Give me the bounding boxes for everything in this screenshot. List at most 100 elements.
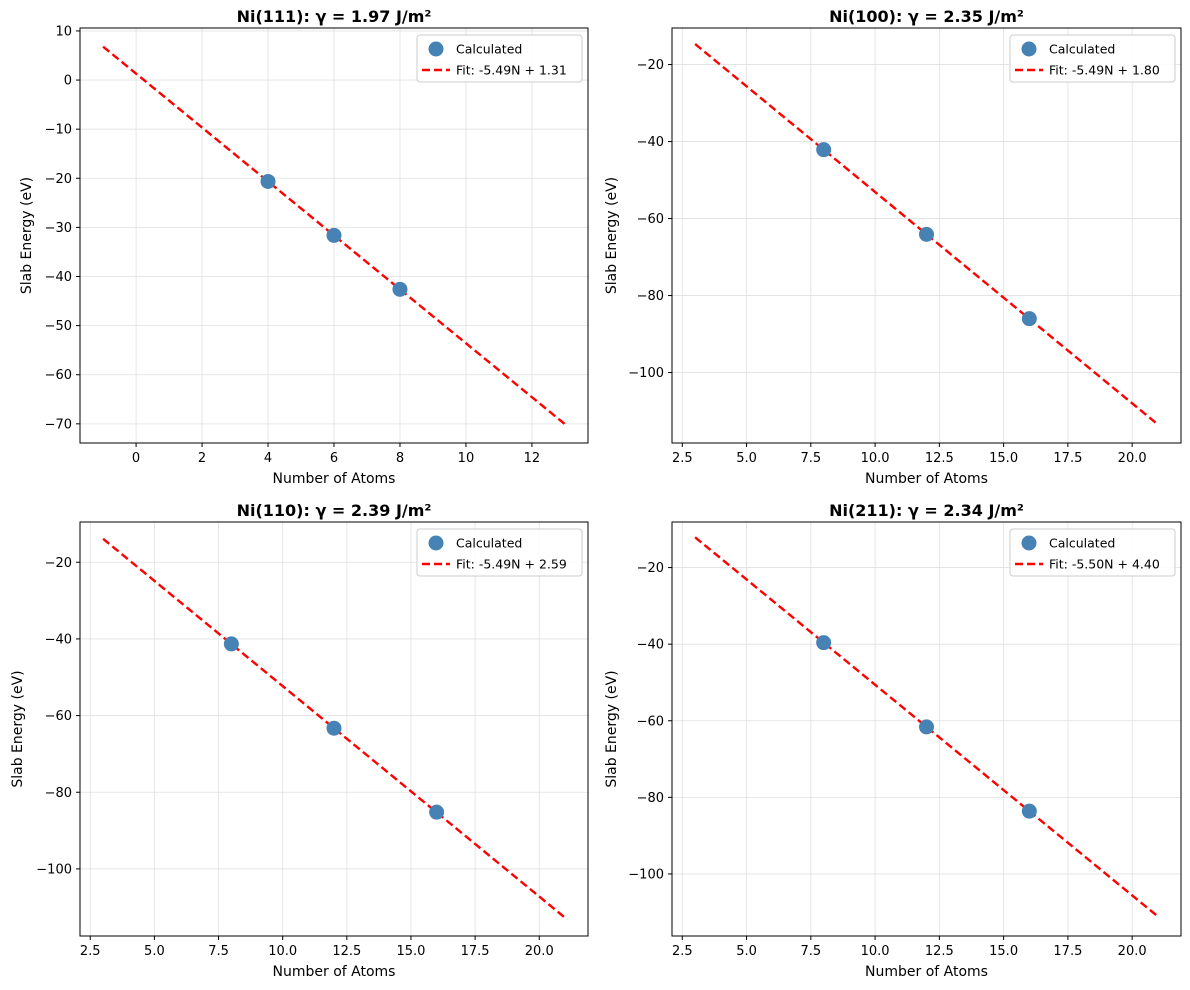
y-tick-label: −70 bbox=[45, 417, 72, 432]
x-tick-label: 12.5 bbox=[925, 944, 954, 959]
axes-frame bbox=[79, 521, 589, 937]
legend-label-fit: Fit: -5.49N + 1.31 bbox=[456, 63, 567, 78]
legend: Calculated Fit: -5.49N + 1.31 bbox=[416, 34, 583, 83]
legend-marker-calculated bbox=[428, 535, 444, 551]
x-tick-label: 15.0 bbox=[989, 451, 1018, 466]
y-tick-label: 10 bbox=[55, 24, 72, 39]
data-point bbox=[919, 226, 934, 242]
y-tick-label: −100 bbox=[628, 366, 664, 381]
legend-marker-calculated bbox=[428, 41, 444, 57]
axes-frame bbox=[671, 27, 1182, 444]
chart-title: Ni(111): γ = 1.97 J/m² bbox=[237, 7, 432, 26]
legend-label-fit: Fit: -5.50N + 4.40 bbox=[1049, 557, 1160, 572]
x-tick-label: 15.0 bbox=[989, 944, 1018, 959]
data-point bbox=[326, 720, 342, 736]
legend-marker-calculated bbox=[1021, 41, 1037, 57]
fit-line bbox=[694, 43, 1159, 426]
y-tick-label: −20 bbox=[45, 556, 72, 571]
x-tick-label: 20.0 bbox=[1118, 451, 1147, 466]
legend-box bbox=[416, 34, 583, 83]
data-point bbox=[1021, 311, 1037, 327]
fit-line bbox=[694, 536, 1159, 918]
x-tick-label: 7.5 bbox=[208, 944, 229, 959]
legend-label-fit: Fit: -5.49N + 2.59 bbox=[456, 557, 567, 572]
x-tick-label: 20.0 bbox=[1118, 944, 1147, 959]
data-point bbox=[260, 173, 276, 189]
y-tick-label: −10 bbox=[45, 123, 72, 138]
data-point bbox=[223, 636, 239, 652]
data-point bbox=[429, 804, 445, 820]
x-tick-label: 2 bbox=[198, 451, 206, 466]
x-tick-label: 17.5 bbox=[461, 944, 490, 959]
y-tick-label: −80 bbox=[637, 791, 664, 806]
y-tick-label: −100 bbox=[36, 862, 72, 877]
axes-frame bbox=[671, 521, 1182, 937]
y-tick-label: −50 bbox=[45, 319, 72, 334]
y-tick-label: −40 bbox=[637, 638, 664, 653]
x-tick-label: 10.0 bbox=[861, 944, 890, 959]
fit-line bbox=[102, 537, 566, 919]
legend: Calculated Fit: -5.50N + 4.40 bbox=[1009, 528, 1176, 577]
subplot-1: 0 2 4 6 8 10 12 10 0 −10 −20 −30 −40 −50 −60 −70 Ni(111)… bbox=[19, 7, 589, 487]
legend-box bbox=[1009, 34, 1176, 83]
data-point bbox=[919, 719, 934, 735]
x-tick-label: 5.0 bbox=[144, 944, 165, 959]
x-tick-label: 5.0 bbox=[736, 451, 757, 466]
legend-label-calculated: Calculated bbox=[1049, 42, 1115, 57]
y-tick-label: −80 bbox=[45, 786, 72, 801]
legend-marker-calculated bbox=[1021, 535, 1037, 551]
subplot-2: 2.5 5.0 7.5 10.0 12.5 15.0 17.5 20.0 −20 −40 −60 −8… bbox=[604, 7, 1182, 487]
y-tick-label: −40 bbox=[45, 632, 72, 647]
x-axis-label: Number of Atoms bbox=[865, 964, 988, 980]
data-point bbox=[326, 227, 342, 243]
x-tick-label: 7.5 bbox=[800, 944, 821, 959]
x-axis-label: Number of Atoms bbox=[273, 471, 396, 487]
x-tick-label: 17.5 bbox=[1053, 944, 1082, 959]
x-axis-label: Number of Atoms bbox=[273, 964, 396, 980]
y-axis-label: Slab Energy (eV) bbox=[10, 670, 26, 787]
y-tick-label: −40 bbox=[637, 135, 664, 150]
y-tick-label: −60 bbox=[45, 709, 72, 724]
x-tick-label: 4 bbox=[264, 451, 272, 466]
subplot-4: 2.5 5.0 7.5 10.0 12.5 15.0 17.5 20.0 −20 −40 −60 −8… bbox=[604, 501, 1182, 980]
data-point bbox=[1021, 803, 1037, 819]
legend: Calculated Fit: -5.49N + 2.59 bbox=[416, 528, 583, 577]
x-tick-label: 7.5 bbox=[800, 451, 821, 466]
y-tick-label: −20 bbox=[637, 58, 664, 73]
y-tick-label: −30 bbox=[45, 221, 72, 236]
gridlines bbox=[80, 522, 588, 936]
legend-box bbox=[416, 528, 583, 577]
legend-label-calculated: Calculated bbox=[456, 42, 522, 57]
x-tick-label: 17.5 bbox=[1053, 451, 1082, 466]
x-tick-label: 10.0 bbox=[861, 451, 890, 466]
legend-box bbox=[1009, 528, 1176, 577]
x-tick-label: 6 bbox=[330, 451, 338, 466]
legend-label-calculated: Calculated bbox=[456, 536, 522, 551]
y-tick-label: −60 bbox=[637, 212, 664, 227]
chart-title: Ni(100): γ = 2.35 J/m² bbox=[829, 7, 1024, 26]
gridlines bbox=[672, 522, 1181, 936]
data-point bbox=[816, 635, 832, 651]
x-tick-label: 8 bbox=[396, 451, 404, 466]
x-tick-label: 5.0 bbox=[736, 944, 757, 959]
y-tick-label: −20 bbox=[637, 561, 664, 576]
data-point bbox=[816, 142, 832, 158]
x-tick-label: 10.0 bbox=[268, 944, 297, 959]
chart-title: Ni(211): γ = 2.34 J/m² bbox=[829, 501, 1024, 520]
x-tick-label: 12 bbox=[524, 451, 541, 466]
x-tick-label: 2.5 bbox=[80, 944, 101, 959]
x-tick-label: 2.5 bbox=[672, 944, 693, 959]
x-axis-label: Number of Atoms bbox=[865, 471, 988, 487]
x-tick-label: 10 bbox=[458, 451, 475, 466]
x-tick-label: 12.5 bbox=[332, 944, 361, 959]
chart-title: Ni(110): γ = 2.39 J/m² bbox=[237, 501, 432, 520]
x-tick-label: 2.5 bbox=[672, 451, 693, 466]
y-tick-label: −100 bbox=[628, 867, 664, 882]
y-tick-label: −60 bbox=[45, 368, 72, 383]
y-axis-label: Slab Energy (eV) bbox=[604, 177, 620, 294]
y-axis-label: Slab Energy (eV) bbox=[19, 177, 35, 294]
gridlines bbox=[80, 28, 588, 443]
y-tick-label: −20 bbox=[45, 172, 72, 187]
y-tick-label: −80 bbox=[637, 289, 664, 304]
